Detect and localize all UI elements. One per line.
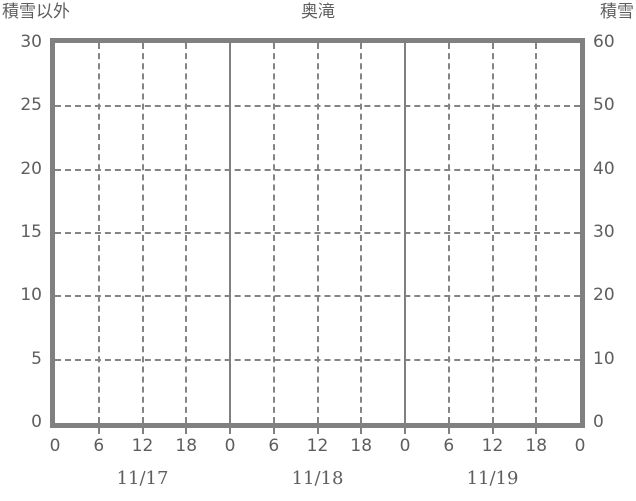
left-axis-tick-label: 25: [20, 95, 42, 116]
x-axis-tick-mark: [535, 428, 538, 434]
vertical-gridline: [491, 43, 494, 423]
left-axis-tick-label: 10: [20, 285, 42, 306]
plot-grid-container: [55, 43, 580, 423]
right-axis-tick-label: 50: [593, 95, 615, 116]
x-axis-tick-mark: [141, 428, 144, 434]
x-axis-tick-mark: [316, 428, 319, 434]
left-axis-tick-label: 15: [20, 222, 42, 242]
right-axis-tick-label: 10: [593, 348, 615, 369]
x-axis-tick-label: 0: [49, 436, 61, 456]
x-axis-tick-mark: [97, 428, 100, 434]
x-axis-day-label: 11/18: [291, 468, 344, 489]
day-boundary-line: [229, 43, 231, 423]
plot-area: [50, 38, 585, 428]
chart-title: 奥滝: [301, 2, 335, 22]
x-axis-tick-label: 6: [268, 436, 280, 456]
vertical-gridline: [316, 43, 319, 423]
right-axis-tick-label: 20: [593, 285, 615, 306]
day-boundary-line: [404, 43, 406, 423]
left-axis-tick-labels: 0 5 10 15 20 25 30: [0, 0, 42, 501]
x-axis-tick-label: 0: [574, 436, 586, 456]
right-axis-tick-label: 40: [593, 158, 615, 179]
right-axis-tick-labels: 0 10 20 30 40 50 60: [593, 0, 636, 501]
x-axis-tick-label: 12: [306, 436, 329, 456]
x-axis-tick-mark: [491, 428, 494, 434]
vertical-gridline: [185, 43, 188, 423]
right-axis-tick-label: 30: [593, 222, 615, 242]
x-axis-tick-mark: [185, 428, 188, 434]
vertical-gridline: [360, 43, 363, 423]
x-axis-day-label: 11/19: [466, 468, 519, 489]
x-axis-tick-mark: [272, 428, 275, 434]
x-axis-tick-label: 18: [175, 436, 198, 456]
vertical-gridline: [272, 43, 275, 423]
left-axis-tick-label: 0: [31, 412, 42, 432]
x-axis-tick-label: 0: [224, 436, 236, 456]
x-axis-tick-mark: [229, 428, 231, 434]
vertical-gridline: [535, 43, 538, 423]
right-axis-tick-label: 60: [593, 32, 615, 52]
left-axis-tick-label: 20: [20, 158, 42, 179]
x-axis-tick-label: 6: [443, 436, 455, 456]
x-axis-tick-mark: [447, 428, 450, 434]
x-axis-tick-label: 0: [399, 436, 411, 456]
right-axis-tick-label: 0: [593, 412, 604, 432]
vertical-gridline: [447, 43, 450, 423]
left-axis-tick-label: 30: [20, 32, 42, 52]
x-axis-tick-label: 12: [131, 436, 154, 456]
left-axis-name: 積雪以外: [2, 2, 70, 22]
x-axis-tick-mark: [360, 428, 363, 434]
x-axis-tick-mark: [404, 428, 406, 434]
vertical-gridline: [141, 43, 144, 423]
x-axis-tick-label: 12: [481, 436, 504, 456]
vertical-gridline: [97, 43, 100, 423]
x-axis-day-label: 11/17: [116, 468, 169, 489]
x-axis-tick-label: 18: [350, 436, 373, 456]
x-axis-tick-label: 18: [525, 436, 548, 456]
left-axis-tick-label: 5: [31, 348, 42, 369]
x-axis-tick-label: 6: [93, 436, 105, 456]
right-axis-name: 積雪: [600, 2, 634, 22]
